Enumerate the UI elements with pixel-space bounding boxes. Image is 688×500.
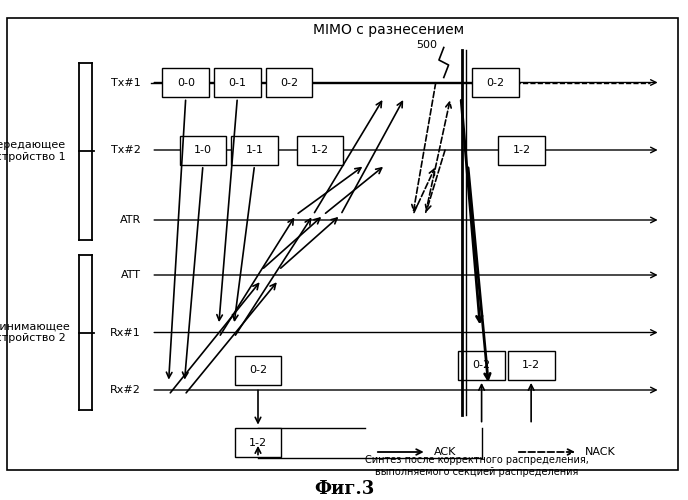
Bar (235, 356, 281, 384)
Text: ATR: ATR (120, 215, 141, 225)
Text: 0-2: 0-2 (486, 78, 504, 88)
Text: 1-2: 1-2 (249, 438, 267, 448)
Bar (472, 68, 519, 97)
Text: 1-1: 1-1 (246, 145, 264, 155)
Bar (180, 136, 226, 164)
Text: MIMO с разнесением: MIMO с разнесением (313, 23, 464, 37)
Bar (458, 350, 505, 380)
Bar (231, 136, 278, 164)
Text: Rx#1: Rx#1 (110, 328, 141, 338)
Text: Синтез после корректного распределения,
выполняемого секцией распределения: Синтез после корректного распределения, … (365, 455, 588, 476)
Text: Tx#1: Tx#1 (111, 78, 141, 88)
Bar (235, 428, 281, 457)
Bar (297, 136, 343, 164)
Text: Tx#2: Tx#2 (111, 145, 141, 155)
Text: NACK: NACK (585, 447, 616, 457)
Text: 0-1: 0-1 (228, 78, 246, 88)
Text: 500: 500 (416, 40, 438, 50)
Text: 0-2: 0-2 (249, 365, 267, 375)
Bar (266, 68, 312, 97)
Bar (214, 68, 261, 97)
Text: Передающее
устройство 1: Передающее устройство 1 (0, 140, 66, 162)
Text: Принимающее
устройство 2: Принимающее устройство 2 (0, 322, 70, 344)
Text: 0-2: 0-2 (473, 360, 491, 370)
Text: 1-2: 1-2 (513, 145, 530, 155)
Text: 1-0: 1-0 (194, 145, 212, 155)
Text: 0-2: 0-2 (280, 78, 298, 88)
Text: ATT: ATT (121, 270, 141, 280)
Text: Фиг.3: Фиг.3 (314, 480, 374, 498)
Text: ACK: ACK (433, 447, 456, 457)
Bar (508, 350, 555, 380)
Text: 0-0: 0-0 (177, 78, 195, 88)
Bar (498, 136, 545, 164)
Text: 1-2: 1-2 (522, 360, 540, 370)
Text: 1-2: 1-2 (311, 145, 329, 155)
Bar (162, 68, 209, 97)
Text: Rx#2: Rx#2 (110, 385, 141, 395)
